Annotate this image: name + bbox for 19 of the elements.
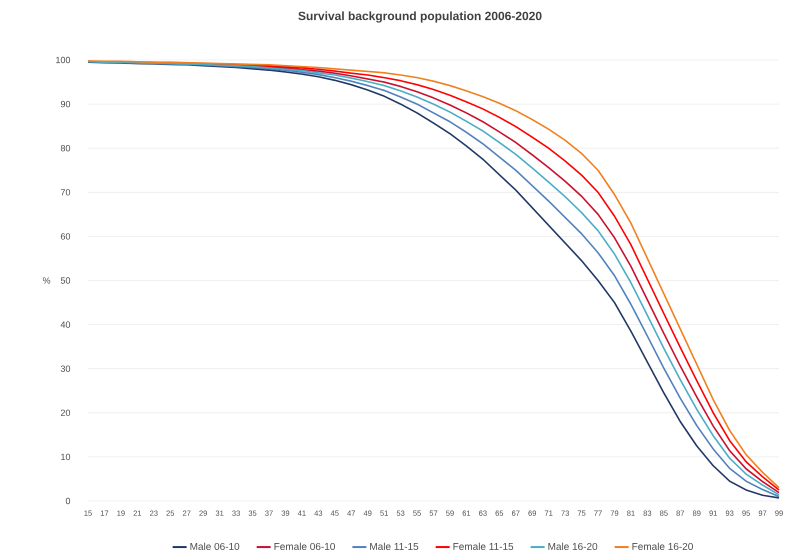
y-tick-label: 50 (60, 277, 70, 284)
legend-label: Female 06-10 (274, 542, 335, 550)
legend-label: Female 16-20 (632, 542, 693, 550)
y-tick-label: 40 (60, 321, 70, 328)
y-tick-label: 30 (60, 366, 70, 372)
y-tick-label: 90 (60, 100, 70, 108)
legend-label: Male 11-15 (370, 542, 418, 550)
y-tick-label: 10 (61, 454, 70, 460)
y-tick-label: 20 (60, 410, 70, 416)
y-tick-label: 60 (60, 233, 70, 240)
y-tick-label: 100 (56, 56, 70, 64)
y-tick-label: 80 (60, 145, 70, 152)
legend-label: Male 06-10 (190, 542, 240, 550)
chart-title: Survival background population 2006-2020 (298, 11, 542, 23)
legend-label: Male 16-20 (548, 542, 598, 550)
legend-label: Female 11-15 (453, 542, 514, 550)
y-tick-label: 70 (60, 189, 70, 196)
y-tick-label: 0 (66, 498, 70, 504)
y-axis-title: % (42, 277, 50, 284)
